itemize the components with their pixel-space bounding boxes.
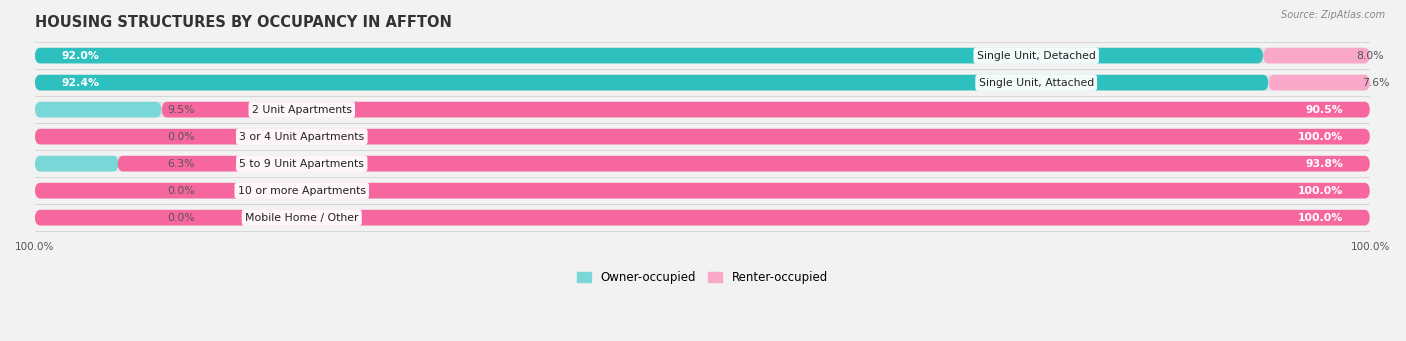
FancyBboxPatch shape <box>35 102 1369 117</box>
Text: Source: ZipAtlas.com: Source: ZipAtlas.com <box>1281 10 1385 20</box>
FancyBboxPatch shape <box>35 129 1369 145</box>
Text: 92.4%: 92.4% <box>62 78 100 88</box>
Text: HOUSING STRUCTURES BY OCCUPANCY IN AFFTON: HOUSING STRUCTURES BY OCCUPANCY IN AFFTO… <box>35 15 451 30</box>
Text: 93.8%: 93.8% <box>1305 159 1343 169</box>
FancyBboxPatch shape <box>35 48 1263 63</box>
FancyBboxPatch shape <box>35 183 1369 198</box>
FancyBboxPatch shape <box>35 75 1268 90</box>
Text: 6.3%: 6.3% <box>167 159 195 169</box>
Legend: Owner-occupied, Renter-occupied: Owner-occupied, Renter-occupied <box>572 266 832 289</box>
Text: Mobile Home / Other: Mobile Home / Other <box>245 213 359 223</box>
FancyBboxPatch shape <box>1268 75 1369 90</box>
FancyBboxPatch shape <box>35 102 162 117</box>
Text: 7.6%: 7.6% <box>1362 78 1389 88</box>
FancyBboxPatch shape <box>35 156 1369 172</box>
FancyBboxPatch shape <box>1263 48 1369 63</box>
Text: 2 Unit Apartments: 2 Unit Apartments <box>252 105 352 115</box>
FancyBboxPatch shape <box>162 102 1369 117</box>
FancyBboxPatch shape <box>118 156 1369 172</box>
Text: 90.5%: 90.5% <box>1306 105 1343 115</box>
Text: Single Unit, Attached: Single Unit, Attached <box>979 78 1094 88</box>
FancyBboxPatch shape <box>35 210 1369 225</box>
Text: Single Unit, Detached: Single Unit, Detached <box>977 50 1095 61</box>
FancyBboxPatch shape <box>35 48 1369 63</box>
FancyBboxPatch shape <box>35 210 1369 225</box>
Text: 0.0%: 0.0% <box>167 132 195 142</box>
Text: 0.0%: 0.0% <box>167 186 195 196</box>
FancyBboxPatch shape <box>35 156 120 172</box>
Text: 92.0%: 92.0% <box>62 50 100 61</box>
Text: 0.0%: 0.0% <box>167 213 195 223</box>
FancyBboxPatch shape <box>35 75 1369 90</box>
FancyBboxPatch shape <box>35 183 1369 198</box>
Text: 100.0%: 100.0% <box>1298 213 1343 223</box>
Text: 100.0%: 100.0% <box>1298 132 1343 142</box>
FancyBboxPatch shape <box>35 129 1369 145</box>
Text: 5 to 9 Unit Apartments: 5 to 9 Unit Apartments <box>239 159 364 169</box>
Text: 8.0%: 8.0% <box>1357 50 1385 61</box>
Text: 10 or more Apartments: 10 or more Apartments <box>238 186 366 196</box>
Text: 3 or 4 Unit Apartments: 3 or 4 Unit Apartments <box>239 132 364 142</box>
Text: 9.5%: 9.5% <box>167 105 195 115</box>
Text: 100.0%: 100.0% <box>1298 186 1343 196</box>
